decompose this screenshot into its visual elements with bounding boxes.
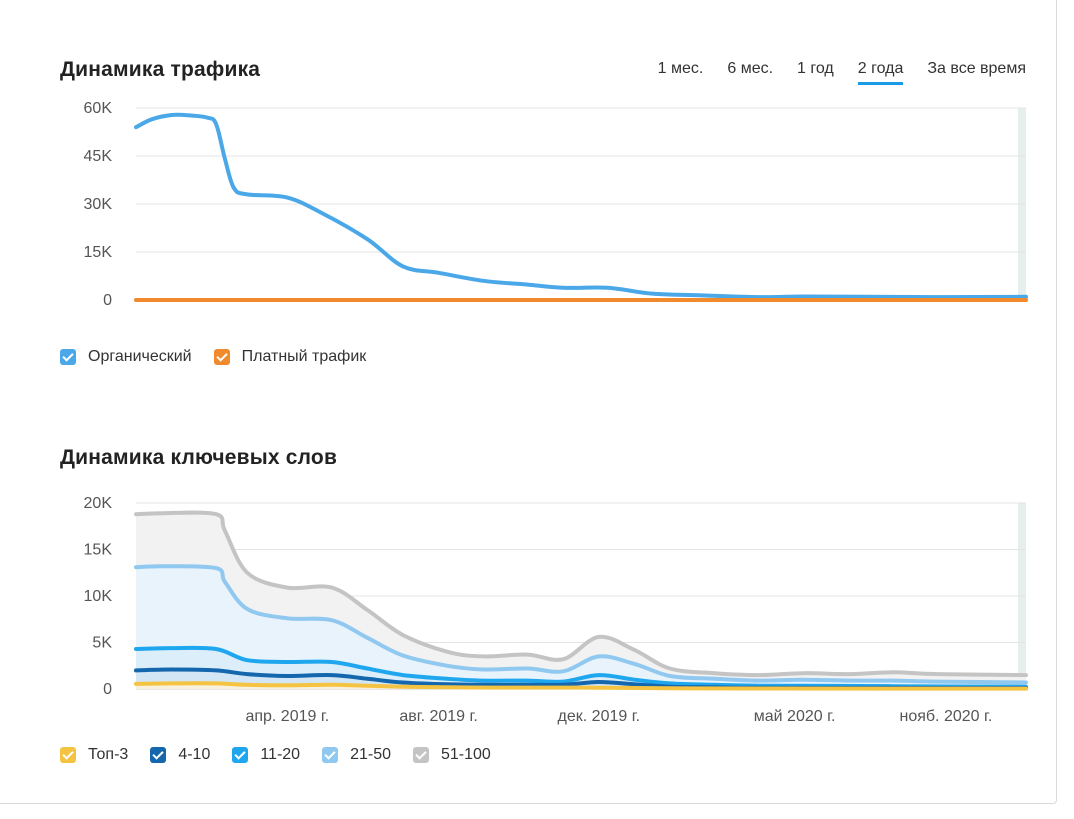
period-6-months[interactable]: 6 мес. xyxy=(727,60,774,77)
series-line xyxy=(134,681,1028,691)
series-line xyxy=(134,564,1028,685)
legend-paid[interactable]: Платный трафик xyxy=(213,348,367,366)
legend-4-10[interactable]: 4-10 xyxy=(150,746,210,764)
x-tick-label: нояб. 2020 г. xyxy=(899,708,992,725)
x-tick-label: апр. 2019 г. xyxy=(245,708,329,725)
traffic-chart: 60K 45K 30K 15K 0 xyxy=(84,100,1028,309)
legend-21-50[interactable]: 21-50 xyxy=(322,746,391,764)
legend-paid-label: Платный трафик xyxy=(241,348,367,365)
series-area xyxy=(136,566,1026,689)
traffic-legend: Органический Платный трафик xyxy=(60,348,388,366)
series-line xyxy=(134,510,1028,678)
pos-11-20-checkbox-icon xyxy=(232,747,249,763)
period-1-month[interactable]: 1 мес. xyxy=(657,60,704,77)
y-tick-label: 20K xyxy=(84,495,113,512)
x-tick-label: авг. 2019 г. xyxy=(399,708,478,725)
pos-51-100-checkbox-icon xyxy=(413,747,429,763)
legend-top3[interactable]: Топ-3 xyxy=(60,746,128,764)
series-area xyxy=(136,683,1026,689)
legend-top3-label: Топ-3 xyxy=(88,746,129,763)
top3-checkbox-icon xyxy=(60,747,76,763)
y-tick-label: 0 xyxy=(103,292,112,309)
paid-checkbox-icon xyxy=(213,349,230,365)
legend-organic-label: Органический xyxy=(88,348,192,365)
x-tick-label: дек. 2019 г. xyxy=(558,708,641,725)
legend-11-20-label: 11-20 xyxy=(260,746,301,763)
period-1-year[interactable]: 1 год xyxy=(797,60,834,77)
y-tick-label: 60K xyxy=(84,100,113,117)
keywords-legend: Топ-3 4-10 11-20 21-50 51-100 xyxy=(60,746,513,764)
y-tick-label: 5K xyxy=(92,635,112,652)
legend-21-50-label: 21-50 xyxy=(350,746,391,763)
period-selector: 1 мес. 6 мес. 1 год 2 года За все время xyxy=(658,60,1026,85)
legend-4-10-label: 4-10 xyxy=(178,746,211,763)
series-line xyxy=(134,112,1028,300)
period-all-time[interactable]: За все время xyxy=(927,60,1026,77)
organic-checkbox-icon xyxy=(60,349,76,365)
y-tick-label: 0 xyxy=(103,681,112,698)
y-tick-label: 30K xyxy=(84,196,113,213)
pos-4-10-checkbox-icon xyxy=(150,747,167,763)
y-tick-label: 15K xyxy=(84,244,113,261)
keywords-chart: 20K 15K 10K 5K 0 апр. 2019 г. авг. 2019 г. дек.… xyxy=(84,495,1028,725)
legend-11-20[interactable]: 11-20 xyxy=(232,746,300,764)
y-tick-label: 45K xyxy=(84,148,113,165)
pos-21-50-checkbox-icon xyxy=(322,747,339,763)
series-line xyxy=(134,645,1028,689)
traffic-chart-title: Динамика трафика xyxy=(60,58,261,81)
keywords-chart-title: Динамика ключевых слов xyxy=(60,446,338,469)
legend-51-100[interactable]: 51-100 xyxy=(413,746,491,764)
x-tick-label: май 2020 г. xyxy=(754,708,836,725)
y-tick-label: 15K xyxy=(84,542,113,559)
analytics-card xyxy=(0,0,1057,804)
period-2-years[interactable]: 2 года xyxy=(857,60,904,85)
y-tick-label: 10K xyxy=(84,588,113,605)
legend-organic[interactable]: Органический xyxy=(60,348,192,366)
legend-51-100-label: 51-100 xyxy=(441,746,491,763)
